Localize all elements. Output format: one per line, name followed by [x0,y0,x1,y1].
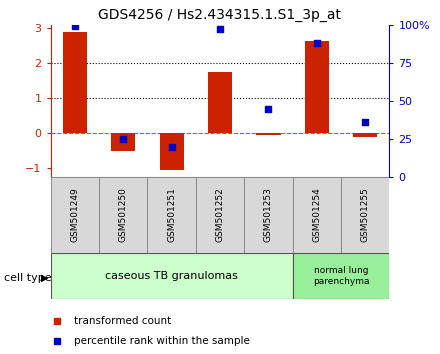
Point [313,40,320,46]
Bar [99,177,147,253]
Text: GSM501251: GSM501251 [167,188,176,242]
Text: caseous TB granulomas: caseous TB granulomas [105,271,238,281]
Bar [159,133,183,170]
Text: transformed count: transformed count [74,315,172,326]
Point [120,136,127,142]
Text: percentile rank within the sample: percentile rank within the sample [74,336,250,346]
Bar [51,177,99,253]
Bar [196,177,244,253]
Bar [111,133,136,151]
Title: GDS4256 / Hs2.434315.1.S1_3p_at: GDS4256 / Hs2.434315.1.S1_3p_at [99,8,341,22]
Bar [208,72,232,133]
Bar [293,177,341,253]
Bar [353,133,377,137]
Bar [51,253,293,299]
Bar [293,253,389,299]
Text: normal lung
parenchyma: normal lung parenchyma [313,267,369,286]
Point [216,27,224,32]
Text: GSM501254: GSM501254 [312,188,321,242]
Text: GSM501252: GSM501252 [216,188,224,242]
Point [265,105,272,111]
Point [71,23,78,29]
Text: GSM501250: GSM501250 [119,188,128,242]
Point [362,119,369,125]
Bar [305,40,329,133]
Bar [341,177,389,253]
Text: cell type: cell type [4,273,52,283]
Text: GSM501253: GSM501253 [264,188,273,242]
Text: GSM501255: GSM501255 [361,188,370,242]
Bar [244,177,293,253]
Bar [147,177,196,253]
Bar [63,32,87,133]
Point [168,144,175,149]
Text: GSM501249: GSM501249 [70,188,79,242]
Text: ▶: ▶ [40,273,48,283]
Bar [256,133,281,135]
